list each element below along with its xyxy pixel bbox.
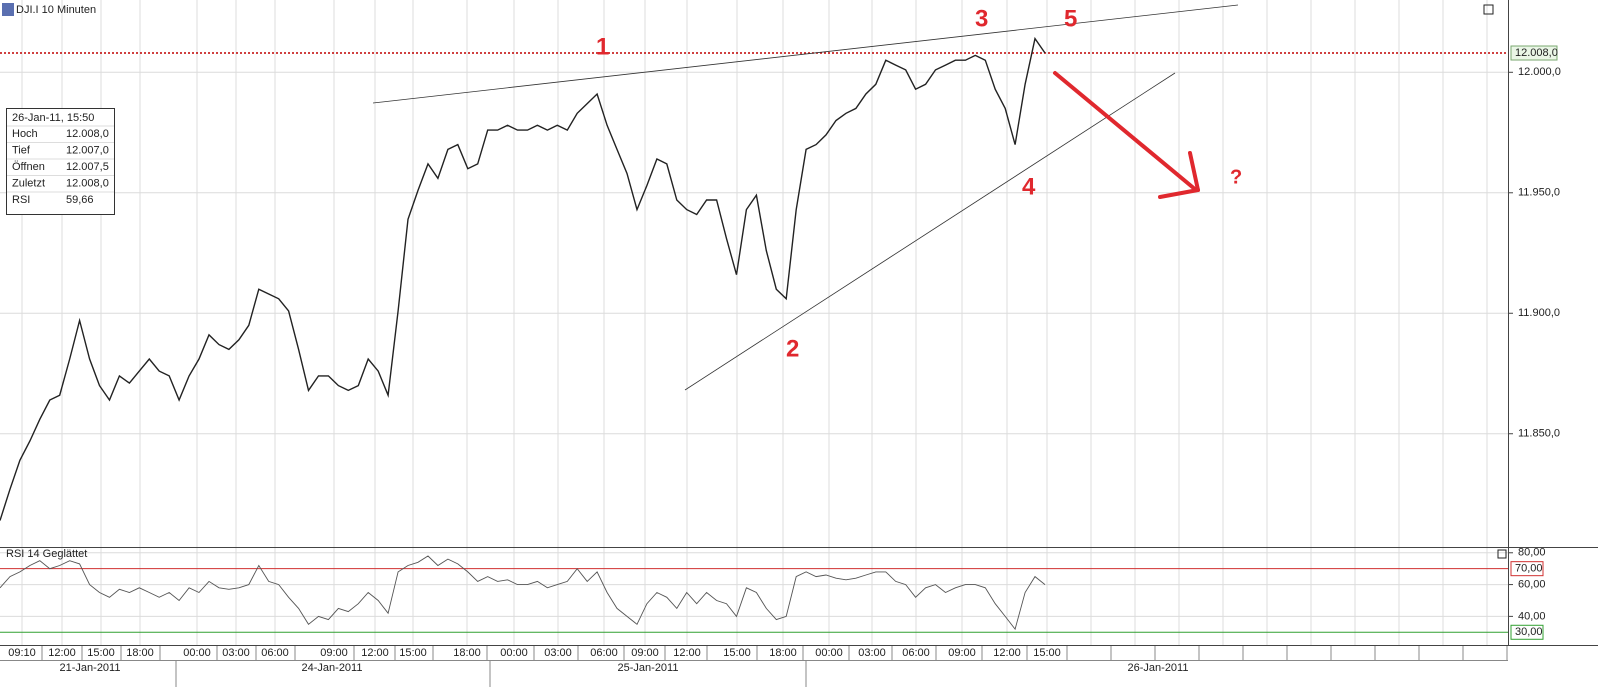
time-label: 03:00 bbox=[222, 647, 250, 659]
info-time: 26-Jan-11, 15:50 bbox=[12, 112, 94, 124]
grid bbox=[0, 0, 1508, 645]
symbol-icon bbox=[2, 3, 14, 16]
annotation: 2 bbox=[786, 335, 799, 362]
y-tick-label: 12.000,0 bbox=[1518, 66, 1561, 78]
time-label: 15:00 bbox=[87, 647, 115, 659]
y-tick-label: 11.950,0 bbox=[1518, 187, 1560, 199]
y-tick-label: 60,00 bbox=[1518, 578, 1546, 590]
info-label: Zuletzt bbox=[12, 177, 45, 189]
time-label: 09:00 bbox=[320, 647, 348, 659]
info-value: 59,66 bbox=[66, 194, 94, 206]
time-label: 06:00 bbox=[261, 647, 289, 659]
info-value: 12.008,0 bbox=[66, 128, 109, 140]
info-value: 12.007,5 bbox=[66, 161, 109, 173]
annotation: 5 bbox=[1064, 5, 1077, 32]
annotation: 4 bbox=[1022, 173, 1036, 200]
y-tick-label: 40,00 bbox=[1518, 610, 1546, 622]
time-label: 18:00 bbox=[126, 647, 154, 659]
time-label: 12:00 bbox=[993, 647, 1021, 659]
time-label: 00:00 bbox=[183, 647, 211, 659]
time-label: 12:00 bbox=[361, 647, 389, 659]
time-label: 06:00 bbox=[590, 647, 618, 659]
time-label: 12:00 bbox=[48, 647, 76, 659]
info-label: RSI bbox=[12, 194, 30, 206]
time-label: 18:00 bbox=[769, 647, 797, 659]
chart-title[interactable]: DJI.I 10 Minuten bbox=[16, 4, 96, 16]
info-rows: Hoch 12.008,0 Tief 12.007,0 Öffnen 12.007,5 Zu… bbox=[7, 125, 114, 206]
time-label: 00:00 bbox=[500, 647, 528, 659]
time-label: 15:00 bbox=[723, 647, 751, 659]
date-label: 26-Jan-2011 bbox=[1128, 662, 1189, 674]
date-label: 24-Jan-2011 bbox=[302, 662, 363, 674]
level-label: 30,00 bbox=[1515, 626, 1543, 638]
time-label: 06:00 bbox=[902, 647, 930, 659]
y-tick-label: 11.850,0 bbox=[1518, 428, 1560, 440]
annotation: 3 bbox=[975, 5, 988, 32]
price-line bbox=[0, 36, 1046, 521]
annotation: 1 bbox=[596, 33, 609, 60]
last-price-label: 12.008,0 bbox=[1515, 47, 1558, 59]
rsi-title[interactable]: RSI 14 Geglättet bbox=[6, 548, 87, 560]
info-label: Tief bbox=[12, 144, 31, 156]
maximize-button[interactable] bbox=[1483, 4, 1494, 15]
level-tag bbox=[1510, 561, 1544, 577]
time-label: 03:00 bbox=[858, 647, 886, 659]
time-label: 18:00 bbox=[453, 647, 481, 659]
info-value: 12.007,0 bbox=[66, 144, 109, 156]
last-price-tag bbox=[1510, 45, 1558, 61]
time-label: 00:00 bbox=[815, 647, 843, 659]
time-label: 15:00 bbox=[399, 647, 427, 659]
info-value: 12.008,0 bbox=[66, 177, 109, 189]
y-tick-label: 11.900,0 bbox=[1518, 307, 1560, 319]
upper-trend-line bbox=[372, 4, 1239, 104]
time-label: 15:00 bbox=[1033, 647, 1061, 659]
lower-trend-line bbox=[684, 72, 1176, 391]
annotation: ? bbox=[1230, 166, 1242, 188]
time-label: 09:00 bbox=[631, 647, 659, 659]
y-tick-label: 80,00 bbox=[1518, 547, 1546, 559]
time-label: 09:00 bbox=[948, 647, 976, 659]
marks bbox=[0, 36, 1508, 633]
date-label: 21-Jan-2011 bbox=[60, 662, 121, 674]
level-tag bbox=[1510, 624, 1544, 640]
time-label: 03:00 bbox=[544, 647, 572, 659]
info-label: Öffnen bbox=[12, 161, 45, 173]
time-label: 09:10 bbox=[8, 647, 36, 659]
info-label: Hoch bbox=[12, 128, 38, 140]
time-label: 12:00 bbox=[673, 647, 701, 659]
rsi-line bbox=[0, 555, 1046, 631]
maximize-button[interactable] bbox=[1497, 549, 1507, 559]
date-label: 25-Jan-2011 bbox=[618, 662, 679, 674]
red-arrow bbox=[1053, 71, 1200, 199]
level-label: 70,00 bbox=[1515, 563, 1543, 575]
